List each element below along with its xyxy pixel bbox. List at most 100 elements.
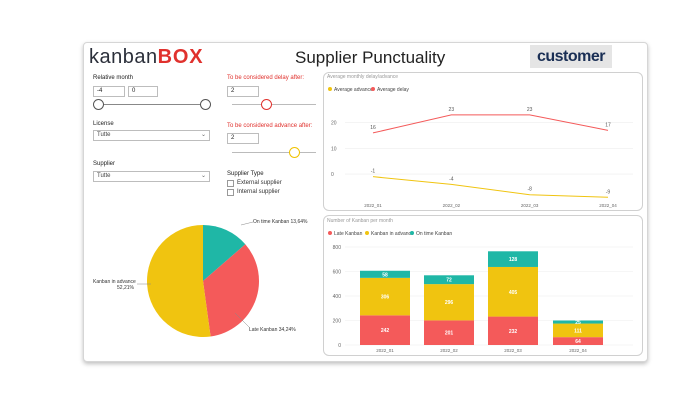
legend-dot-ontime	[410, 231, 414, 235]
bar-data-label: 201	[445, 331, 454, 337]
chevron-down-icon: ⌄	[200, 173, 206, 179]
bar-segment-on-time-kanban[interactable]	[360, 270, 410, 278]
legend-dot-advance	[328, 87, 332, 91]
relative-month-to-input[interactable]: 0	[128, 86, 158, 97]
bar-chart-title: Number of Kanban per month	[327, 218, 393, 224]
legend-label-late: Late Kanban	[334, 231, 363, 237]
advance-after-slider-track[interactable]	[232, 152, 316, 153]
internal-supplier-checkbox[interactable]	[227, 189, 234, 196]
bar-segment-kanban-in-advance[interactable]	[488, 266, 538, 317]
legend-label-ontime: On time Kanban	[416, 231, 452, 237]
pie-leader-ontime	[240, 221, 254, 226]
bar-ytick-label: 800	[333, 245, 342, 251]
advance-after-input[interactable]: 2	[227, 133, 259, 144]
bar-ytick-label: 600	[333, 270, 342, 276]
delay-after-slider-track[interactable]	[232, 104, 316, 105]
pie-label-advance-name: Kanban in advance	[93, 279, 136, 285]
bar-data-label: 306	[381, 295, 390, 301]
line-ytick-label: 0	[331, 172, 334, 178]
line-data-label: -1	[371, 169, 376, 175]
pie-slice-kanban-in-advance[interactable]	[146, 225, 211, 337]
legend-label-advance: Average advance	[334, 87, 373, 93]
bar-data-label: 128	[509, 257, 518, 263]
bar-ytick-label: 400	[333, 294, 342, 300]
line-series-average-delay[interactable]	[372, 114, 609, 134]
delay-after-input[interactable]: 2	[227, 86, 259, 97]
delay-after-slider-handle[interactable]	[261, 99, 272, 110]
line-data-label: 23	[527, 107, 533, 113]
bar-data-label: 405	[509, 290, 518, 296]
bar-segment-kanban-in-advance[interactable]	[360, 277, 410, 316]
kanbanbox-logo: kanbanBOX	[89, 46, 203, 69]
line-xtick-label: 2022_02	[443, 203, 461, 208]
license-label: License	[93, 121, 114, 127]
bar-segment-on-time-kanban[interactable]	[553, 320, 603, 324]
pie-chart: Kanban in advance 52,21% On time Kanban …	[93, 219, 308, 337]
bar-segment-kanban-in-advance[interactable]	[424, 284, 474, 321]
pie-leader-late	[234, 312, 250, 328]
line-data-label: 17	[605, 122, 611, 128]
relative-month-slider-max-handle[interactable]	[200, 99, 211, 110]
line-data-label: 16	[370, 125, 376, 131]
bar-xtick-label: 2022_04	[569, 348, 587, 353]
external-supplier-checkbox[interactable]	[227, 180, 234, 187]
line-xtick-label: 2022_01	[364, 203, 382, 208]
bar-data-label: 58	[382, 272, 388, 278]
bar-data-label: 296	[445, 300, 454, 306]
supplier-label: Supplier	[93, 161, 116, 167]
line-xtick-label: 2022_03	[521, 203, 539, 208]
supplier-dropdown-value: Tutte	[97, 173, 111, 179]
pie-label-advance-value: 52,21%	[117, 285, 135, 291]
line-chart-panel	[323, 72, 643, 211]
supplier-dropdown[interactable]: Tutte ⌄	[93, 171, 210, 182]
external-supplier-label: External supplier	[237, 180, 282, 186]
license-dropdown[interactable]: Tutte ⌄	[93, 130, 210, 141]
pie-label-late: Late Kanban 34,24%	[249, 327, 296, 333]
bar-data-label: 72	[446, 278, 452, 284]
line-data-label: -9	[606, 189, 611, 195]
bar-segment-kanban-in-advance[interactable]	[553, 323, 603, 338]
advance-after-slider-handle[interactable]	[289, 147, 300, 158]
line-data-label: -8	[527, 187, 532, 193]
legend-dot-in-advance	[365, 231, 369, 235]
bar-data-label: 111	[574, 328, 582, 334]
line-xtick-label: 2022_04	[599, 203, 617, 208]
bar-segment-on-time-kanban[interactable]	[488, 251, 538, 267]
legend-dot-delay	[371, 87, 375, 91]
bar-segment-on-time-kanban[interactable]	[424, 275, 474, 285]
bar-xtick-label: 2022_02	[440, 348, 458, 353]
logo-text-kanban: kanban	[89, 46, 158, 68]
line-chart: Average advance Average delay 20 10 0 16 23 2…	[328, 87, 633, 208]
line-data-label: 23	[449, 107, 455, 113]
bar-chart: Late Kanban Kanban in advance On time Ka…	[328, 231, 633, 353]
license-dropdown-value: Tutte	[97, 132, 111, 138]
delay-after-label: To be considered delay after:	[227, 75, 305, 81]
legend-dot-late	[328, 231, 332, 235]
legend-label-delay: Average delay	[377, 87, 409, 93]
relative-month-from-input[interactable]: -4	[93, 86, 125, 97]
line-series-average-advance[interactable]	[372, 176, 609, 198]
bar-xtick-label: 2022_01	[376, 348, 394, 353]
bar-data-label: 232	[509, 329, 518, 335]
customer-logo: customer	[530, 45, 612, 68]
bar-ytick-label: 200	[333, 319, 342, 325]
bar-segment-late-kanban[interactable]	[488, 316, 538, 345]
relative-month-slider-min-handle[interactable]	[93, 99, 104, 110]
relative-month-label: Relative month	[93, 75, 134, 81]
bar-segment-late-kanban[interactable]	[424, 320, 474, 345]
bar-segment-late-kanban[interactable]	[553, 337, 603, 345]
bar-segment-late-kanban[interactable]	[360, 315, 410, 345]
pie-slice-on-time-kanban[interactable]	[203, 225, 246, 281]
line-chart-title: Average monthly delay/advance	[327, 74, 399, 80]
legend-label-in-advance: Kanban in advance	[371, 231, 414, 237]
bar-ytick-label: 0	[338, 343, 341, 349]
internal-supplier-label: Internal supplier	[237, 189, 280, 195]
pie-label-ontime: On time Kanban 13,64%	[253, 219, 308, 225]
line-data-label: -4	[449, 176, 454, 182]
pie-slice-late-kanban[interactable]	[203, 244, 259, 337]
chevron-down-icon: ⌄	[200, 132, 206, 138]
line-ytick-label: 10	[331, 146, 337, 152]
page-title: Supplier Punctuality	[295, 48, 446, 67]
logo-text-box: BOX	[157, 46, 204, 68]
relative-month-slider-track[interactable]	[98, 104, 206, 105]
